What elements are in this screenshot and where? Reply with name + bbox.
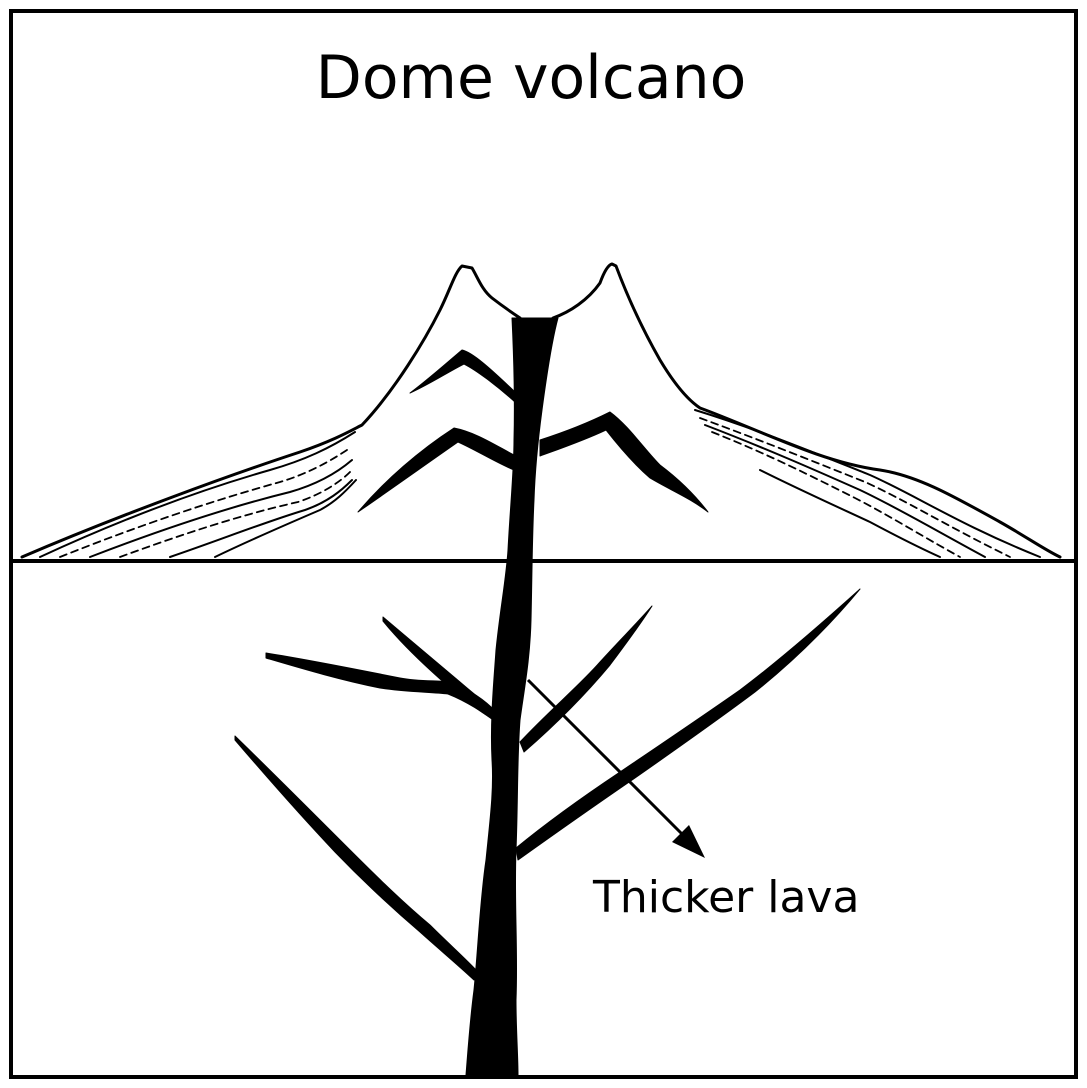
lava-pointer-arrow [526,678,705,858]
left-flank-outline [20,264,522,559]
left-strata [39,431,357,558]
right-strata [694,409,1041,558]
upper-branches [357,349,709,513]
thicker-lava-label: Thicker lava [592,872,859,923]
central-vent [465,317,559,1076]
diagram-frame [9,9,1078,1079]
lower-branches [234,588,861,981]
diagram-title: Dome volcano [316,43,747,113]
right-flank-outline [551,262,1062,559]
volcano-cone [20,262,1062,559]
